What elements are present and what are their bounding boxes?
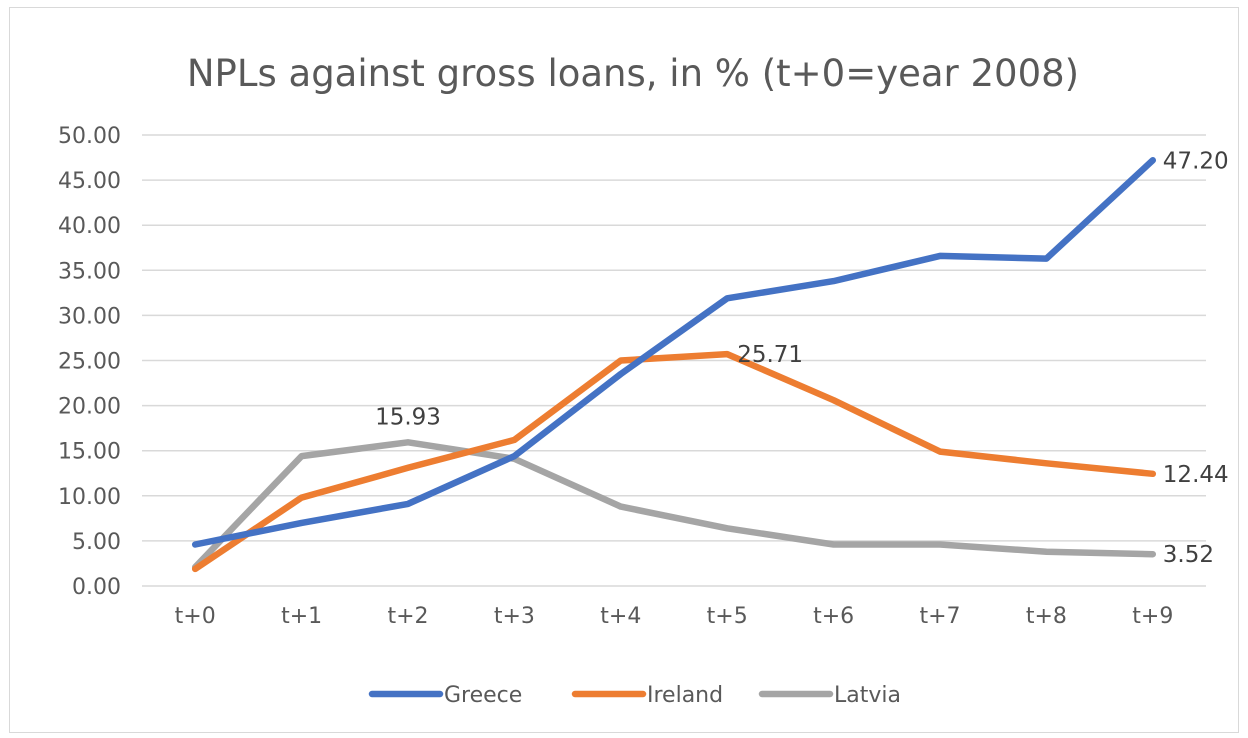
series-line-greece xyxy=(191,157,1157,548)
y-tick-label: 30.00 xyxy=(58,304,121,329)
y-tick-label: 50.00 xyxy=(58,124,121,149)
legend: Greece Ireland Latvia xyxy=(368,683,901,708)
x-tick-label: t+2 xyxy=(387,604,428,629)
legend-item-latvia: Latvia xyxy=(758,683,901,708)
y-tick-label: 25.00 xyxy=(58,350,121,375)
x-tick-label: t+0 xyxy=(175,604,216,629)
series-line-ireland xyxy=(191,350,1157,573)
y-tick-label: 0.00 xyxy=(72,575,121,600)
y-tick-label: 5.00 xyxy=(72,530,121,555)
y-tick-label: 10.00 xyxy=(58,485,121,510)
x-tick-label: t+8 xyxy=(1026,604,1067,629)
line-chart: NPLs against gross loans, in % (t+0=year… xyxy=(58,52,1229,708)
x-tick-label: t+3 xyxy=(494,604,535,629)
y-tick-label: 45.00 xyxy=(58,169,121,194)
legend-label: Greece xyxy=(444,683,522,708)
data-label: 25.71 xyxy=(737,342,803,368)
y-tick-label: 15.00 xyxy=(58,440,121,465)
legend-label: Ireland xyxy=(647,683,723,708)
y-tick-label: 35.00 xyxy=(58,259,121,284)
x-tick-label: t+7 xyxy=(919,604,960,629)
data-label: 12.44 xyxy=(1163,462,1229,488)
series-line-latvia xyxy=(191,439,1157,571)
legend-label: Latvia xyxy=(834,683,901,708)
series-lines xyxy=(191,157,1157,573)
legend-item-ireland: Ireland xyxy=(571,683,723,708)
chart-frame: NPLs against gross loans, in % (t+0=year… xyxy=(9,7,1239,733)
data-label: 3.52 xyxy=(1163,542,1214,568)
x-tick-label: t+5 xyxy=(707,604,748,629)
data-label: 47.20 xyxy=(1163,148,1229,174)
y-tick-label: 20.00 xyxy=(58,395,121,420)
chart-title: NPLs against gross loans, in % (t+0=year… xyxy=(187,52,1079,95)
x-tick-label: t+6 xyxy=(813,604,854,629)
y-tick-label: 40.00 xyxy=(58,214,121,239)
x-axis-tick-labels: t+0 t+1 t+2 t+3 t+4 t+5 t+6 t+7 t+8 t+9 xyxy=(175,604,1174,629)
data-labels: 47.20 25.71 12.44 15.93 3.52 xyxy=(375,148,1229,568)
data-label: 15.93 xyxy=(375,404,441,430)
x-tick-label: t+1 xyxy=(281,604,322,629)
x-tick-label: t+4 xyxy=(600,604,641,629)
x-tick-label: t+9 xyxy=(1132,604,1173,629)
y-axis-tick-labels: 0.00 5.00 10.00 15.00 20.00 25.00 30.00 35.00 40… xyxy=(58,124,121,600)
legend-item-greece: Greece xyxy=(368,683,522,708)
